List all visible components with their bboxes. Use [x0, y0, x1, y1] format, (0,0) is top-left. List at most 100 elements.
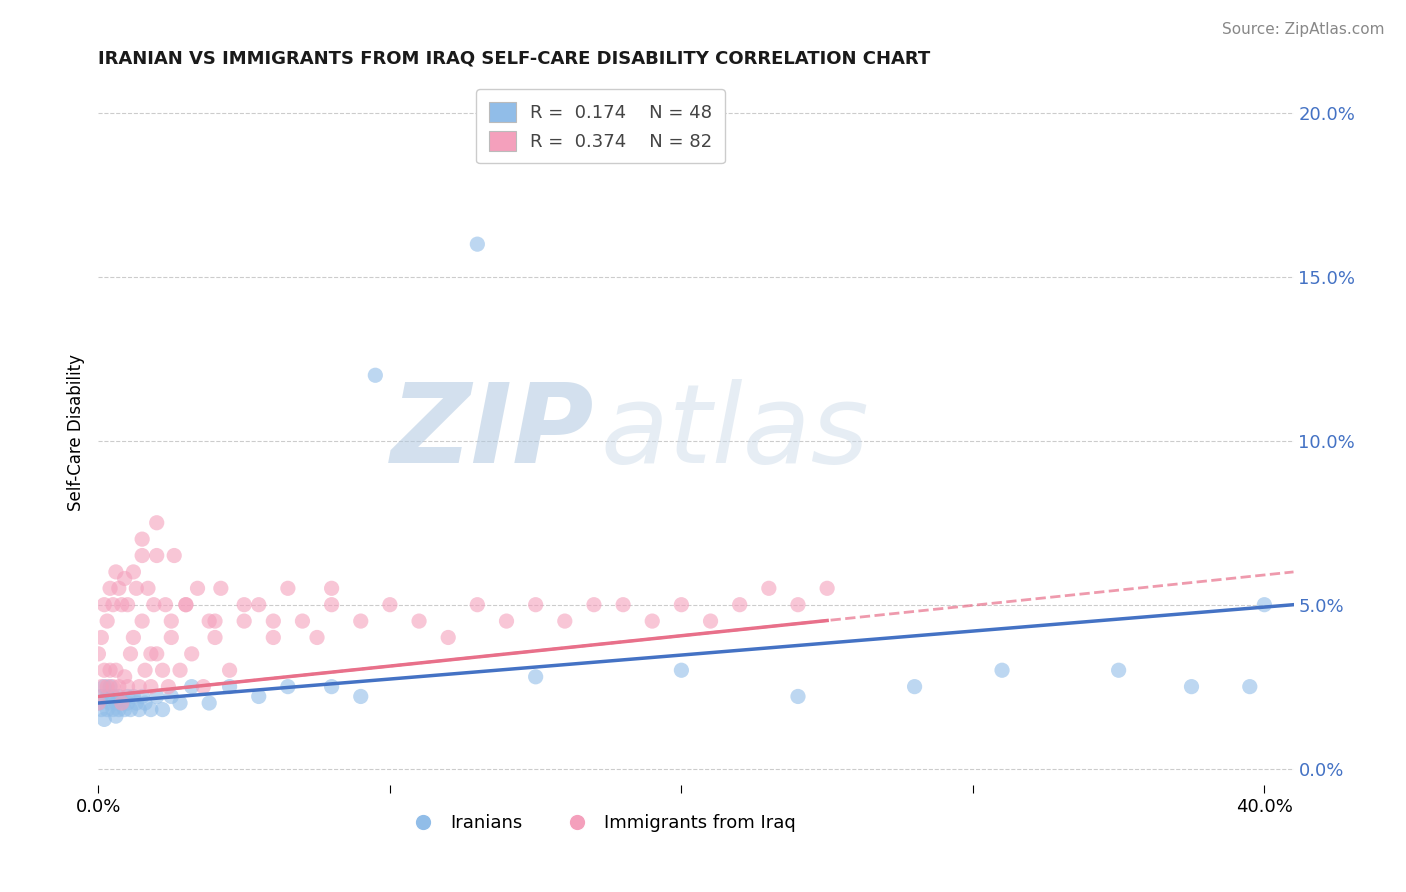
Point — [193, 680, 215, 694]
Point — [180, 647, 202, 661]
Point — [131, 690, 153, 704]
Point — [198, 696, 221, 710]
Point — [247, 690, 270, 704]
Point — [117, 696, 139, 710]
Point — [291, 614, 314, 628]
Point — [139, 702, 162, 716]
Point — [101, 680, 124, 694]
Point — [134, 696, 156, 710]
Point — [96, 614, 118, 628]
Point — [104, 696, 127, 710]
Point — [111, 696, 134, 710]
Point — [104, 663, 127, 677]
Point — [364, 368, 387, 383]
Point — [98, 663, 121, 677]
Point — [108, 680, 131, 694]
Point — [467, 237, 489, 252]
Point — [111, 696, 134, 710]
Point — [117, 690, 139, 704]
Point — [125, 696, 148, 710]
Point — [90, 702, 112, 716]
Point — [209, 582, 232, 596]
Point — [495, 614, 517, 628]
Point — [145, 549, 167, 563]
Point — [277, 680, 299, 694]
Y-axis label: Self-Care Disability: Self-Care Disability — [66, 354, 84, 511]
Point — [163, 549, 186, 563]
Point — [321, 680, 343, 694]
Point — [101, 690, 124, 704]
Point — [787, 690, 810, 704]
Text: ZIP: ZIP — [391, 379, 595, 486]
Point — [134, 663, 156, 677]
Point — [758, 582, 780, 596]
Point — [218, 663, 240, 677]
Point — [169, 696, 191, 710]
Text: Source: ZipAtlas.com: Source: ZipAtlas.com — [1222, 22, 1385, 37]
Point — [125, 582, 148, 596]
Point — [437, 631, 460, 645]
Point — [90, 631, 112, 645]
Point — [174, 598, 197, 612]
Point — [98, 680, 121, 694]
Point — [350, 690, 373, 704]
Point — [93, 680, 115, 694]
Point — [98, 582, 121, 596]
Point — [612, 598, 634, 612]
Point — [93, 663, 115, 677]
Point — [180, 680, 202, 694]
Point — [120, 647, 142, 661]
Point — [108, 702, 131, 716]
Point — [114, 670, 136, 684]
Point — [247, 598, 270, 612]
Point — [321, 598, 343, 612]
Point — [90, 690, 112, 704]
Point — [699, 614, 721, 628]
Point — [139, 680, 162, 694]
Point — [152, 702, 174, 716]
Point — [96, 702, 118, 716]
Point — [128, 702, 150, 716]
Point — [111, 598, 134, 612]
Point — [1180, 680, 1202, 694]
Point — [160, 631, 183, 645]
Point — [1253, 598, 1275, 612]
Text: atlas: atlas — [600, 379, 869, 486]
Point — [467, 598, 489, 612]
Point — [128, 680, 150, 694]
Legend: Iranians, Immigrants from Iraq: Iranians, Immigrants from Iraq — [398, 807, 803, 839]
Point — [1108, 663, 1130, 677]
Point — [198, 614, 221, 628]
Point — [233, 598, 256, 612]
Point — [186, 582, 208, 596]
Point — [96, 690, 118, 704]
Point — [305, 631, 328, 645]
Point — [157, 680, 180, 694]
Point — [108, 690, 131, 704]
Point — [145, 516, 167, 530]
Point — [93, 713, 115, 727]
Point — [90, 680, 112, 694]
Point — [204, 614, 226, 628]
Point — [728, 598, 751, 612]
Point — [142, 598, 165, 612]
Point — [131, 549, 153, 563]
Point — [169, 663, 191, 677]
Point — [991, 663, 1014, 677]
Text: IRANIAN VS IMMIGRANTS FROM IRAQ SELF-CARE DISABILITY CORRELATION CHART: IRANIAN VS IMMIGRANTS FROM IRAQ SELF-CAR… — [98, 50, 931, 68]
Point — [155, 598, 177, 612]
Point — [815, 582, 838, 596]
Point — [98, 696, 121, 710]
Point — [321, 582, 343, 596]
Point — [641, 614, 664, 628]
Point — [524, 598, 547, 612]
Point — [671, 598, 693, 612]
Point — [233, 614, 256, 628]
Point — [131, 532, 153, 546]
Point — [160, 690, 183, 704]
Point — [378, 598, 401, 612]
Point — [122, 690, 145, 704]
Point — [160, 614, 183, 628]
Point — [408, 614, 430, 628]
Point — [93, 598, 115, 612]
